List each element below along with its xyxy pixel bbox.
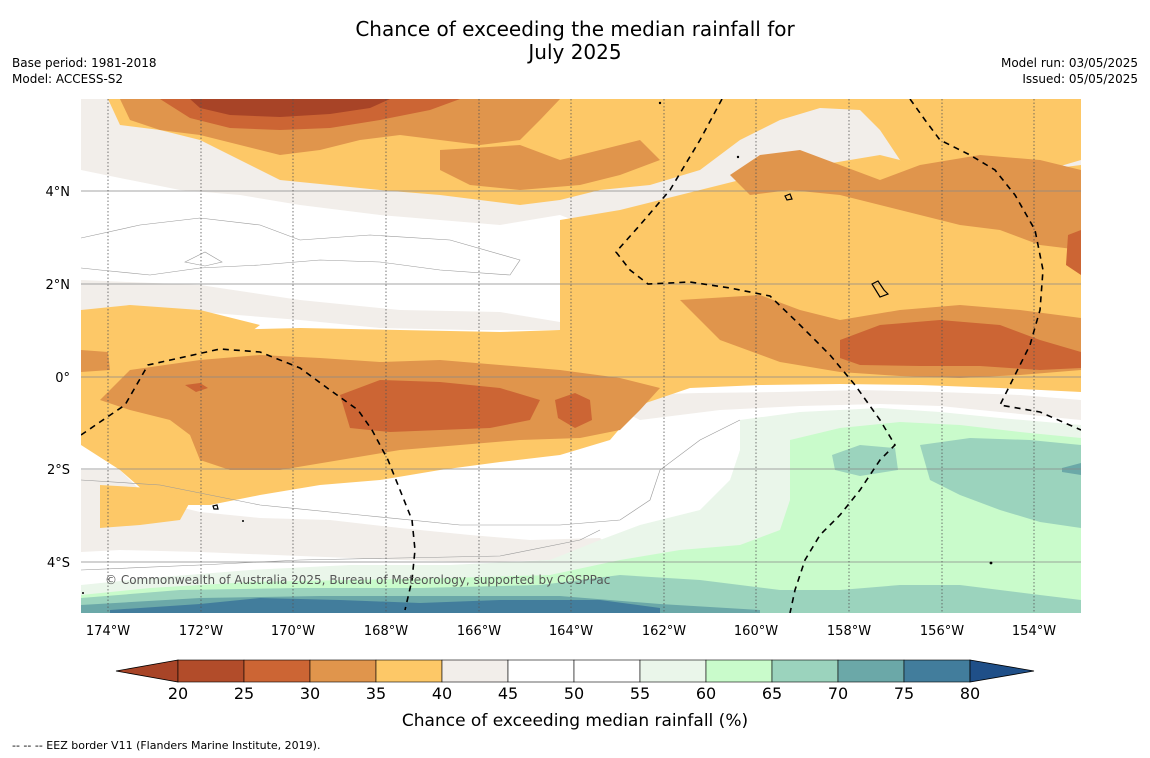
- colorbar-cell: [837, 659, 905, 683]
- colorbar-label: Chance of exceeding median rainfall (%): [402, 711, 748, 731]
- title-line-2: July 2025: [528, 40, 622, 64]
- colorbar-tick: 30: [300, 684, 320, 703]
- lat-label: 4°S: [47, 556, 70, 571]
- eez-footnote: -- -- -- EEZ border V11 (Flanders Marine…: [12, 739, 321, 752]
- colorbar-extend-high: [969, 659, 1035, 683]
- lon-label: 166°W: [457, 624, 501, 639]
- title-line-1: Chance of exceeding the median rainfall …: [355, 17, 795, 41]
- zone-30-35-north-east: [730, 150, 1081, 250]
- colorbar-tick: 20: [168, 684, 188, 703]
- zone-65-70-mid: [832, 445, 898, 476]
- colorbar-tick: 25: [234, 684, 254, 703]
- colorbar-cell: [309, 659, 377, 683]
- colorbar-cell: [243, 659, 311, 683]
- eez-borders: [81, 99, 1081, 613]
- lon-label: 160°W: [734, 624, 778, 639]
- colorbar-cell: [639, 659, 707, 683]
- rainfall-map: © Commonwealth of Australia 2025, Bureau…: [81, 99, 1081, 613]
- lat-label: 2°N: [46, 278, 71, 293]
- zone-60-65-east: [81, 422, 1081, 613]
- lon-label: 172°W: [179, 624, 223, 639]
- run-info: Model run: 03/05/2025 Issued: 05/05/2025: [1001, 55, 1138, 87]
- base-period-text: Base period: 1981-2018: [12, 56, 157, 70]
- longitude-labels: 174°W 172°W 170°W 168°W 166°W 164°W 162°…: [86, 624, 1056, 639]
- lon-label: 164°W: [549, 624, 593, 639]
- zone-35-40-south-west: [100, 485, 190, 528]
- zone-40-45-south: [81, 470, 620, 562]
- map-title: Chance of exceeding the median rainfall …: [0, 18, 1150, 64]
- lon-label: 154°W: [1012, 624, 1056, 639]
- colorbar: 20 25 30 35 40 45 50 55 60 65 70 75 80 C…: [115, 659, 1035, 731]
- colorbar-ticks: 20 25 30 35 40 45 50 55 60 65 70 75 80: [168, 684, 980, 703]
- model-text: Model: ACCESS-S2: [12, 72, 124, 86]
- zone-25-30-east: [840, 320, 1081, 370]
- colorbar-tick: 35: [366, 684, 386, 703]
- model-run-text: Model run: 03/05/2025: [1000, 56, 1138, 70]
- issued-text: Issued: 05/05/2025: [1022, 72, 1138, 86]
- zone-25-30-blob: [185, 383, 208, 392]
- colorbar-tick: 65: [762, 684, 782, 703]
- lon-label: 174°W: [86, 624, 130, 639]
- colorbar-tick: 55: [630, 684, 650, 703]
- colorbar-tick: 45: [498, 684, 518, 703]
- colorbar-tick: 80: [960, 684, 980, 703]
- colorbar-cell: [507, 659, 575, 683]
- zone-35-40-west: [81, 305, 260, 350]
- lon-label: 158°W: [827, 624, 871, 639]
- contour-lines: [81, 217, 741, 571]
- graticule: [81, 99, 1081, 613]
- colorbar-cell: [441, 659, 509, 683]
- colorbar-tick: 40: [432, 684, 452, 703]
- colorbar-cell: [177, 659, 245, 683]
- zone-25-30-central: [340, 380, 540, 432]
- colorbar-tick: 75: [894, 684, 914, 703]
- lon-label: 162°W: [642, 624, 686, 639]
- zone-30-35-north-2: [440, 140, 660, 190]
- zone-65-70-east: [920, 438, 1081, 528]
- copyright-text: © Commonwealth of Australia 2025, Bureau…: [105, 573, 610, 587]
- zone-25-30-central-2: [555, 393, 592, 428]
- zone-25-30-north-east: [1066, 230, 1081, 275]
- lon-label: 168°W: [364, 624, 408, 639]
- lon-label: 156°W: [920, 624, 964, 639]
- lat-label: 2°S: [47, 463, 70, 478]
- colorbar-cells: [115, 659, 1035, 683]
- latitude-labels: 4°N 2°N 0° 2°S 4°S: [46, 185, 71, 571]
- lat-label: 0°: [55, 371, 70, 386]
- lat-label: 4°N: [46, 185, 71, 200]
- colorbar-cell: [705, 659, 773, 683]
- colorbar-tick: 60: [696, 684, 716, 703]
- colorbar-tick: 70: [828, 684, 848, 703]
- colorbar-cell: [573, 659, 641, 683]
- colorbar-extend-low: [115, 659, 179, 683]
- zone-30-35-west: [81, 350, 110, 372]
- zone-75-80-south: [110, 598, 660, 613]
- colorbar-tick: 50: [564, 684, 584, 703]
- zone-20-25-north: [190, 99, 390, 117]
- lon-label: 170°W: [271, 624, 315, 639]
- colorbar-cell: [375, 659, 443, 683]
- base-info: Base period: 1981-2018 Model: ACCESS-S2: [12, 55, 157, 87]
- colorbar-cell: [903, 659, 971, 683]
- islands: [212, 193, 890, 510]
- colorbar-cell: [771, 659, 839, 683]
- zone-40-45-east: [620, 390, 1081, 420]
- rainfall-map-figure: © Commonwealth of Australia 2025, Bureau…: [46, 99, 1081, 731]
- island-dots: [82, 101, 993, 594]
